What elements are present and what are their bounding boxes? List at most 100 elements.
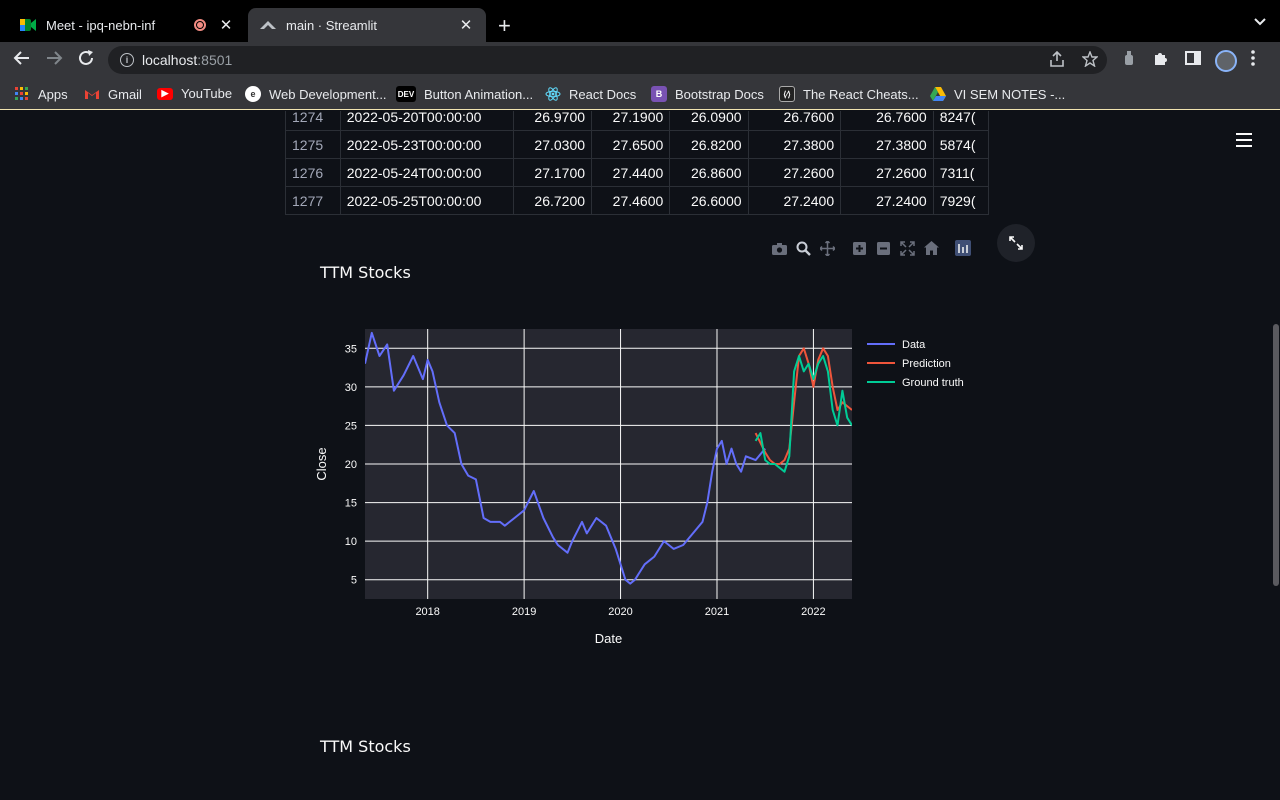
table-cell: 7929( (932, 186, 990, 215)
table-cell: 27.3800 (840, 130, 934, 159)
pan-icon[interactable] (815, 239, 839, 260)
x-tick-label: 2020 (608, 606, 632, 618)
plotly-modebar (767, 239, 975, 260)
row-index-cell: 1275 (285, 130, 341, 159)
react-cheatsheet-icon: ⟨⁄⟩ (779, 86, 795, 102)
site-info-icon[interactable]: i (120, 53, 134, 67)
table-cell: 27.2600 (840, 158, 934, 187)
bookmark-label: VI SEM NOTES -... (954, 86, 1066, 102)
tab-title: main · Streamlit (286, 17, 378, 33)
chart-section-title-2: TTM Stocks (320, 737, 411, 756)
chrome-menu-icon[interactable] (1251, 50, 1255, 70)
dev-to-icon: DEV (396, 86, 416, 102)
table-row[interactable]: 1274 2022-05-20T00:00:00 26.9700 27.1900 26.… (285, 111, 990, 131)
table-cell: 26.0900 (669, 111, 749, 131)
table-cell: 2022-05-20T00:00:00 (339, 111, 514, 131)
stock-line-chart[interactable]: 5 10 15 20 25 30 35 2018 2019 2020 2021 2022 Date Clo… (310, 321, 990, 661)
table-cell: 5874( (932, 130, 990, 159)
table-cell: 2022-05-24T00:00:00 (339, 158, 514, 187)
recording-icon (194, 19, 206, 31)
camera-icon[interactable] (767, 242, 791, 259)
browser-toolbar: i localhost:8501 (0, 42, 1280, 78)
google-drive-icon (930, 86, 946, 102)
x-tick-label: 2019 (512, 606, 536, 618)
y-tick-label: 35 (345, 343, 357, 355)
x-tick-label: 2018 (415, 606, 439, 618)
y-tick-label: 25 (345, 420, 357, 432)
bookmark-vi-sem-notes[interactable]: VI SEM NOTES -... (930, 86, 1065, 102)
bookmark-label: Button Animation... (424, 86, 534, 102)
scrollbar-thumb[interactable] (1273, 324, 1279, 586)
profile-avatar[interactable] (1215, 50, 1237, 72)
bookmarks-bar: Apps Gmail ▶ YouTube e Web Development..… (0, 78, 1280, 110)
bookmark-label: YouTube (181, 86, 233, 101)
streamlit-app: 1274 2022-05-20T00:00:00 26.9700 27.1900 26.… (0, 111, 1280, 800)
forward-icon[interactable] (43, 49, 65, 72)
address-bar[interactable]: i localhost:8501 (108, 46, 1107, 74)
table-cell: 27.2400 (747, 186, 842, 215)
bookmark-star-icon[interactable] (1081, 50, 1099, 70)
browser-tab-bar: Meet - ipq-nebn-inf ✕ main · Streamlit ✕… (0, 0, 1280, 42)
legend-label: Ground truth (902, 377, 964, 389)
table-cell: 27.3800 (747, 130, 842, 159)
bookmark-react-docs[interactable]: React Docs (545, 86, 636, 102)
x-tick-label: 2021 (705, 606, 729, 618)
table-cell: 7311( (932, 158, 990, 187)
reset-axes-icon[interactable] (919, 241, 943, 259)
tab-search-icon[interactable] (1254, 14, 1266, 29)
share-icon[interactable] (1050, 50, 1064, 70)
tab-title: Meet - ipq-nebn-inf (46, 17, 156, 33)
back-icon[interactable] (11, 49, 33, 72)
bookmark-youtube[interactable]: ▶ YouTube (157, 86, 232, 101)
y-tick-label: 5 (351, 575, 357, 587)
tab-streamlit[interactable]: main · Streamlit ✕ (248, 8, 486, 42)
streamlit-icon (260, 17, 276, 33)
web-dev-icon: e (245, 86, 261, 102)
close-tab-icon[interactable]: ✕ (219, 17, 233, 34)
table-cell: 27.1700 (512, 158, 593, 187)
tab-meet[interactable]: Meet - ipq-nebn-inf ✕ (8, 8, 246, 42)
bookmark-label: React Docs (569, 86, 637, 102)
main-menu-icon[interactable] (1236, 133, 1252, 151)
bookmark-web-development[interactable]: e Web Development... (245, 86, 387, 102)
reload-icon[interactable] (75, 49, 97, 72)
legend-label: Prediction (902, 358, 951, 370)
google-meet-icon (20, 17, 36, 33)
y-tick-label: 20 (345, 459, 357, 471)
table-cell: 26.6000 (669, 186, 749, 215)
row-index-cell: 1277 (285, 186, 341, 215)
zoom-icon[interactable] (791, 241, 815, 260)
table-row[interactable]: 1275 2022-05-23T00:00:00 27.0300 27.6500 26.… (285, 130, 990, 159)
legend-label: Data (902, 339, 926, 351)
dataframe-table[interactable]: 1274 2022-05-20T00:00:00 26.9700 27.1900 26.… (285, 111, 990, 215)
table-row[interactable]: 1277 2022-05-25T00:00:00 26.7200 27.4600 26.… (285, 186, 990, 215)
y-tick-label: 10 (345, 536, 357, 548)
table-row[interactable]: 1276 2022-05-24T00:00:00 27.1700 27.4400 26.… (285, 158, 990, 187)
extension-icon[interactable] (1123, 50, 1135, 70)
bookmark-react-cheatsheet[interactable]: ⟨⁄⟩ The React Cheats... (779, 86, 919, 102)
table-cell: 27.2400 (840, 186, 934, 215)
url-text: localhost:8501 (142, 52, 233, 68)
plotly-logo-icon[interactable] (951, 240, 975, 260)
apps-grid-icon (14, 86, 30, 102)
series-line-data (365, 331, 766, 585)
zoom-in-icon[interactable] (847, 241, 871, 259)
gmail-icon (84, 86, 100, 102)
zoom-out-icon[interactable] (871, 241, 895, 259)
fullscreen-expand-icon[interactable] (997, 224, 1035, 262)
close-tab-icon[interactable]: ✕ (459, 17, 473, 34)
bookmark-label: The React Cheats... (803, 86, 919, 102)
extensions-puzzle-icon[interactable] (1153, 50, 1169, 70)
side-panel-icon[interactable] (1185, 50, 1201, 70)
bookmark-button-animation[interactable]: DEV Button Animation... (396, 86, 533, 102)
new-tab-icon[interactable]: + (498, 13, 511, 38)
autoscale-icon[interactable] (895, 240, 919, 260)
bookmark-apps[interactable]: Apps (14, 86, 68, 102)
bookmark-bootstrap-docs[interactable]: B Bootstrap Docs (651, 86, 764, 102)
react-icon (545, 86, 561, 102)
y-axis-label: Close (314, 447, 329, 480)
bookmark-gmail[interactable]: Gmail (84, 86, 142, 102)
row-index-cell: 1274 (285, 111, 341, 131)
bootstrap-icon: B (651, 86, 667, 102)
series-line-ground-truth (754, 355, 852, 473)
